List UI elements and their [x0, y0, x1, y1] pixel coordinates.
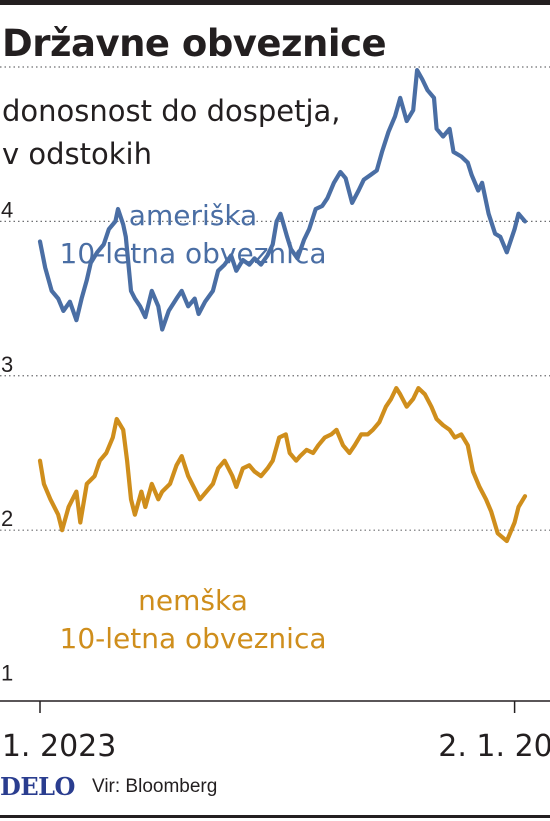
y-tick-label: 1 — [1, 661, 13, 686]
series-labels: ameriška 10-letna obveznica nemška 10-letna… — [60, 199, 327, 655]
y-tick-label: 4 — [1, 197, 13, 222]
top-rule — [0, 0, 550, 5]
footer: DELO Vir: Bloomberg — [0, 772, 550, 806]
y-tick-label: 3 — [1, 352, 13, 377]
x-tick-label: 2. 1. 2024 — [438, 729, 550, 764]
us-series-label-line-1: ameriška — [129, 199, 257, 232]
de-series-label-line-2: 10-letna obveznica — [60, 622, 327, 655]
chart-subtitle: donosnost do dospetja, v odstokih — [2, 90, 341, 176]
series-lines — [37, 68, 528, 544]
source-note: Vir: Bloomberg — [92, 776, 218, 797]
x-axis: 2. 1. 2023 2. 1. 2024 — [0, 700, 550, 764]
bottom-rule — [0, 815, 550, 818]
delo-logo: DELO — [0, 772, 75, 801]
us-series-label-line-2: 10-letna obveznica — [60, 237, 327, 270]
x-tick-label: 2. 1. 2023 — [0, 729, 116, 764]
y-tick-labels: 1 2 3 4 — [1, 197, 13, 685]
subtitle-line-1: donosnost do dospetja, — [2, 94, 341, 128]
de-series-label-line-1: nemška — [138, 584, 248, 617]
de-yield-line — [37, 386, 528, 544]
us-yield-line — [37, 68, 528, 332]
subtitle-line-2: v odstokih — [2, 137, 152, 171]
page-title: Državne obveznice — [2, 22, 387, 65]
bond-yield-chart: 1 2 3 4 2. 1. 2023 2. 1. 2024 ameriška 10-let… — [0, 66, 550, 764]
y-tick-label: 2 — [1, 506, 13, 531]
